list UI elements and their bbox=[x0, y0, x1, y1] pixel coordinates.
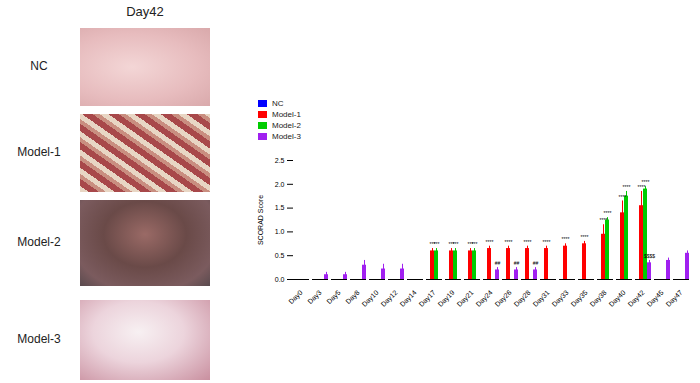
html-text:Model-2: Model-2 bbox=[17, 235, 61, 249]
svg-text:****: **** bbox=[505, 239, 513, 245]
svg-text:Day5: Day5 bbox=[325, 289, 342, 306]
svg-text:1.0: 1.0 bbox=[275, 228, 285, 235]
svg-text:****: **** bbox=[562, 236, 570, 242]
svg-text:$$$$: $$$$ bbox=[644, 253, 655, 259]
svg-text:Day40: Day40 bbox=[608, 289, 628, 309]
svg-text:0.0: 0.0 bbox=[275, 276, 285, 283]
html-text:Model-1: Model-1 bbox=[17, 145, 61, 159]
svg-text:Day42: Day42 bbox=[627, 289, 647, 309]
svg-text:##: ## bbox=[533, 260, 539, 266]
svg-text:****: **** bbox=[543, 239, 551, 245]
svg-text:****: **** bbox=[486, 239, 494, 245]
svg-text:****: **** bbox=[600, 217, 608, 223]
svg-text:Day38: Day38 bbox=[589, 289, 609, 309]
html-text:NC: NC bbox=[272, 99, 284, 108]
html-text:Model-3: Model-3 bbox=[272, 132, 301, 141]
svg-text:Day35: Day35 bbox=[570, 289, 590, 309]
svg-text:Day33: Day33 bbox=[551, 289, 571, 309]
svg-text:Day45: Day45 bbox=[646, 289, 666, 309]
svg-text:****: **** bbox=[623, 184, 631, 190]
svg-text:Day21: Day21 bbox=[456, 289, 476, 309]
svg-text:Day8: Day8 bbox=[344, 289, 361, 306]
svg-text:****: **** bbox=[604, 210, 612, 216]
svg-text:Day19: Day19 bbox=[437, 289, 457, 309]
svg-text:Day0: Day0 bbox=[287, 289, 304, 306]
svg-text:Day31: Day31 bbox=[532, 289, 552, 309]
svg-text:##: ## bbox=[495, 260, 501, 266]
html-text:Day42: Day42 bbox=[126, 4, 164, 19]
svg-text:0.5: 0.5 bbox=[275, 252, 285, 259]
svg-text:Day28: Day28 bbox=[513, 289, 533, 309]
svg-text:***: *** bbox=[453, 241, 459, 247]
svg-text:Day24: Day24 bbox=[475, 289, 495, 309]
svg-text:****: **** bbox=[524, 239, 532, 245]
html-text:Model-1: Model-1 bbox=[272, 110, 301, 119]
svg-text:Day47: Day47 bbox=[665, 289, 685, 309]
svg-text:2.5: 2.5 bbox=[275, 157, 285, 164]
svg-text:****: **** bbox=[642, 179, 650, 185]
svg-text:Day14: Day14 bbox=[399, 289, 419, 309]
svg-text:##: ## bbox=[514, 260, 520, 266]
svg-text:1.5: 1.5 bbox=[275, 204, 285, 211]
svg-text:***: *** bbox=[434, 241, 440, 247]
html-text:Model-3: Model-3 bbox=[17, 332, 61, 346]
svg-text:2.0: 2.0 bbox=[275, 181, 285, 188]
svg-text:****: **** bbox=[581, 234, 589, 240]
html-text:NC: NC bbox=[30, 59, 48, 73]
svg-text:Day26: Day26 bbox=[494, 289, 514, 309]
svg-text:Day17: Day17 bbox=[418, 289, 438, 309]
svg-text:***: *** bbox=[472, 241, 478, 247]
svg-text:Day12: Day12 bbox=[380, 289, 400, 309]
svg-text:Day3: Day3 bbox=[306, 289, 323, 306]
svg-text:****: **** bbox=[619, 194, 627, 200]
svg-text:Day10: Day10 bbox=[361, 289, 381, 309]
svg-text:SCORAD Score: SCORAD Score bbox=[257, 195, 264, 245]
html-text:Model-2: Model-2 bbox=[272, 121, 301, 130]
